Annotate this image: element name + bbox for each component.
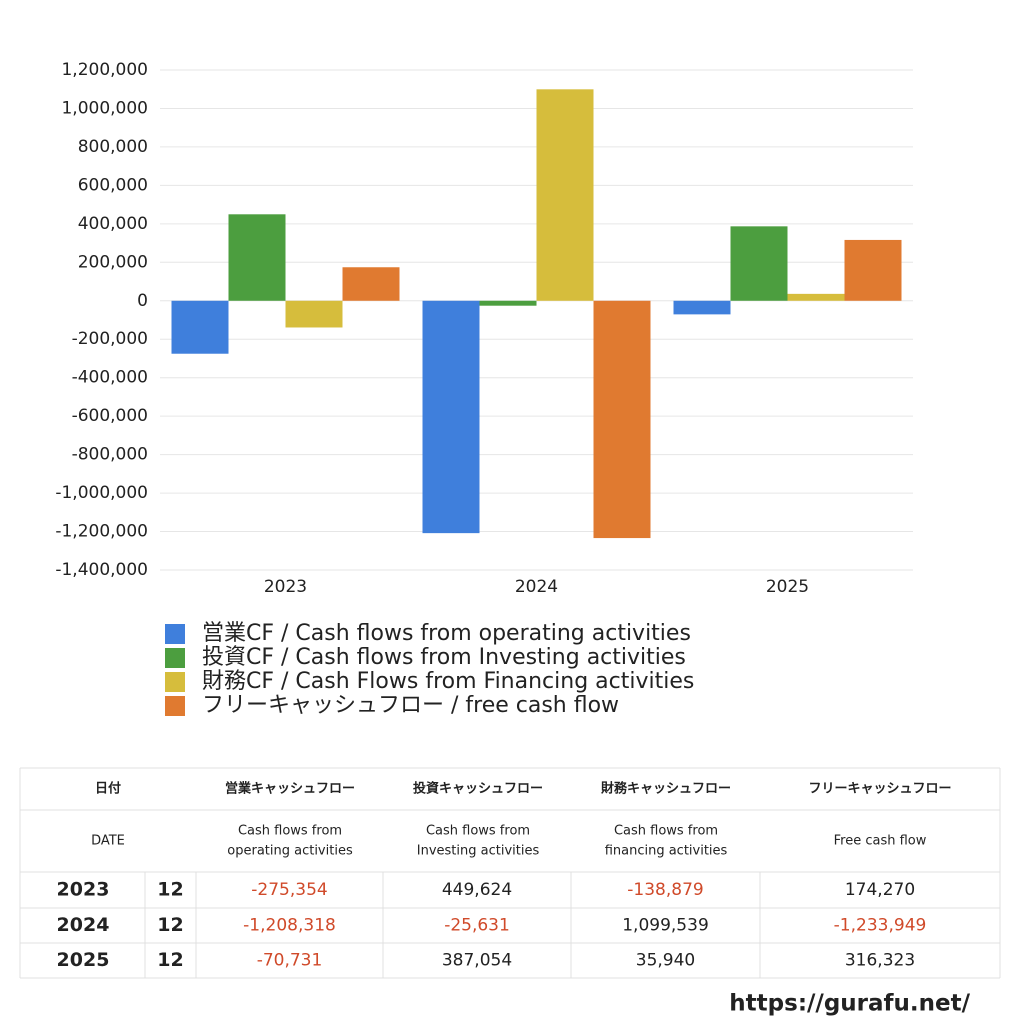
legend-label: 財務CF / Cash Flows from Financing activit… — [202, 669, 694, 694]
y-tick-label: -600,000 — [72, 406, 148, 426]
y-tick-label: -1,200,000 — [55, 522, 148, 542]
legend-label: 投資CF / Cash flows from Investing activit… — [202, 645, 686, 670]
table-cell: 316,323 — [845, 951, 915, 971]
x-tick-label: 2024 — [515, 577, 558, 597]
y-tick-label: -800,000 — [72, 445, 148, 465]
bar — [171, 300, 229, 354]
table-header: 日付 — [95, 781, 121, 797]
table-cell: 12 — [157, 914, 183, 936]
table-cell: -138,879 — [627, 880, 703, 900]
table-cell: -1,208,318 — [243, 916, 336, 936]
table-subheader: Cash flows from — [426, 824, 530, 839]
table-cell: 174,270 — [845, 880, 915, 900]
table-cell: 449,624 — [442, 880, 512, 900]
legend-swatch — [165, 696, 185, 716]
legend-swatch — [165, 624, 185, 644]
y-tick-label: 600,000 — [78, 175, 148, 195]
bar — [787, 293, 845, 301]
table-cell: 12 — [157, 879, 183, 901]
bar — [730, 226, 788, 301]
table-subheader: Cash flows from — [238, 824, 342, 839]
table-cell: -1,233,949 — [834, 916, 927, 936]
table-cell: 2023 — [57, 879, 110, 901]
table-subheader: DATE — [91, 834, 125, 849]
table-cell: -275,354 — [251, 880, 327, 900]
bar — [228, 214, 286, 301]
table-subheader: financing activities — [605, 844, 728, 859]
y-tick-label: -1,400,000 — [55, 560, 148, 580]
legend-label: 営業CF / Cash flows from operating activit… — [202, 621, 691, 646]
table-subheader: Investing activities — [417, 844, 540, 859]
table-subheader: operating activities — [227, 844, 353, 859]
bar — [479, 300, 537, 306]
table-cell: 387,054 — [442, 951, 512, 971]
bar — [844, 239, 902, 301]
bar — [593, 300, 651, 539]
y-tick-label: 200,000 — [78, 252, 148, 272]
y-tick-label: 400,000 — [78, 214, 148, 234]
table-cell: 2024 — [57, 914, 110, 936]
table-header: 財務キャッシュフロー — [600, 781, 731, 797]
table-cell: 1,099,539 — [622, 916, 709, 936]
y-tick-label: -1,000,000 — [55, 483, 148, 503]
legend-swatch — [165, 648, 185, 668]
y-tick-label: 0 — [137, 291, 148, 311]
y-tick-label: -400,000 — [72, 368, 148, 388]
y-tick-label: 1,000,000 — [61, 98, 148, 118]
table-cell: 12 — [157, 949, 183, 971]
bar — [422, 300, 480, 534]
table-cell: 2025 — [57, 949, 110, 971]
legend-label: フリーキャッシュフロー / free cash flow — [202, 693, 619, 718]
legend-swatch — [165, 672, 185, 692]
bar — [342, 267, 400, 301]
bar — [673, 300, 731, 315]
table-header: 営業キャッシュフロー — [225, 781, 355, 797]
table-cell: 35,940 — [636, 951, 695, 971]
y-tick-label: -200,000 — [72, 329, 148, 349]
table-subheader: Cash flows from — [614, 824, 718, 839]
bar — [536, 89, 594, 301]
x-tick-label: 2025 — [766, 577, 809, 597]
bar — [285, 300, 343, 328]
table-cell: -25,631 — [444, 916, 510, 936]
table-header: 投資キャッシュフロー — [413, 781, 543, 797]
table-cell: -70,731 — [257, 951, 323, 971]
table-header: フリーキャッシュフロー — [808, 782, 951, 797]
table-subheader: Free cash flow — [834, 834, 927, 849]
y-tick-label: 800,000 — [78, 137, 148, 157]
x-tick-label: 2023 — [264, 577, 307, 597]
footer-url: https://gurafu.net/ — [729, 991, 970, 1017]
y-tick-label: 1,200,000 — [61, 60, 148, 80]
